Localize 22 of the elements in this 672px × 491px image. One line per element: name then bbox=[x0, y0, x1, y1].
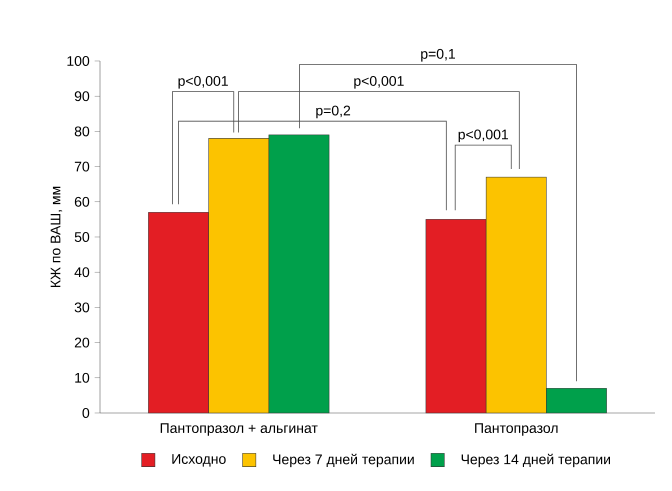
annotation: p=0,1 bbox=[421, 48, 456, 62]
annotation: p<0,001 bbox=[458, 130, 508, 142]
annotation: p<0,001 bbox=[178, 76, 228, 89]
y-tick-label: 50 bbox=[74, 232, 90, 242]
y-tick-label: 30 bbox=[74, 302, 90, 312]
y-tick-label: 80 bbox=[74, 126, 90, 136]
y-tick-label: 90 bbox=[74, 91, 90, 102]
legend-label: Исходно bbox=[172, 454, 226, 467]
annotation: p<0,001 bbox=[354, 76, 404, 89]
legend-label: Через 7 дней терапии bbox=[273, 454, 414, 468]
y-tick-label: 20 bbox=[74, 338, 90, 348]
x-tick-label: Пантопразол + альгинат bbox=[160, 423, 318, 436]
annotation: p=0,2 bbox=[316, 106, 350, 118]
legend-label: Через 14 дней терапии bbox=[462, 454, 610, 468]
y-tick-label: 40 bbox=[74, 267, 90, 278]
y-tick-label: 70 bbox=[74, 162, 90, 172]
y-tick-label: 60 bbox=[74, 196, 90, 207]
y-tick-label: 100 bbox=[67, 56, 90, 66]
y-axis-title: КЖ по ВАШ, мм bbox=[50, 186, 62, 287]
y-tick-label: 0 bbox=[82, 408, 90, 418]
x-tick-label: Пантопразол bbox=[475, 423, 558, 436]
y-tick-label: 10 bbox=[75, 372, 90, 383]
